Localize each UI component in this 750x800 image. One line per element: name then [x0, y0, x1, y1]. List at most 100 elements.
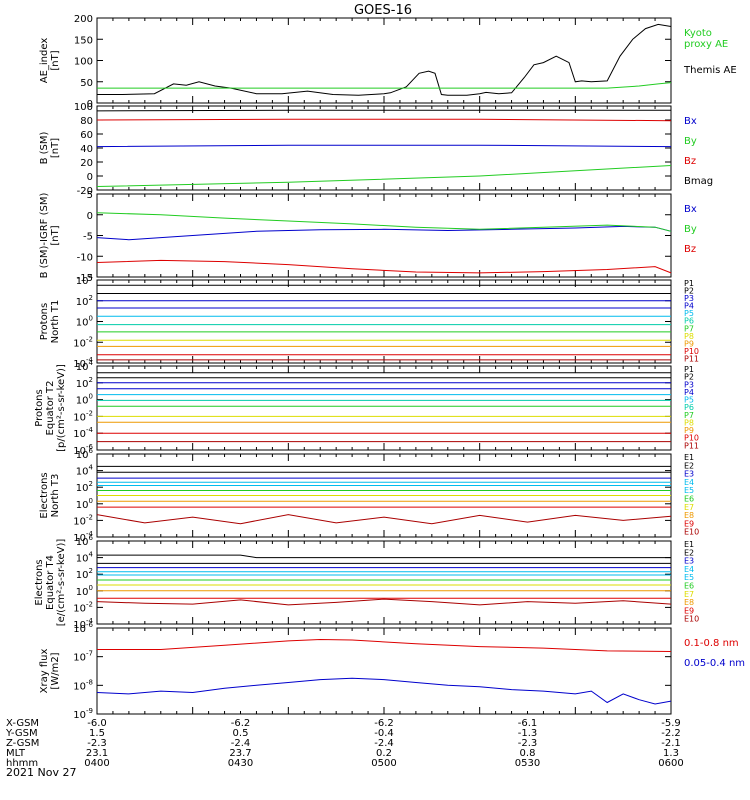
ephemeris-value: -2.1 [661, 738, 681, 749]
series-line-bmag [96, 109, 671, 112]
legend-entry: P8 [684, 332, 694, 341]
y-tick-label: 106 [76, 534, 94, 548]
chart-panel-1: 0 50 100 150 200 AE_index[nT] Themis AE Kyoto pr… [39, 14, 737, 110]
legend-entry: E1 [684, 540, 694, 549]
legend-entry: Kyoto proxy AE [684, 28, 728, 50]
legend-entry: P11 [684, 354, 699, 363]
ephemeris-table: X-GSM -6.0 -6.2 -6.2 -6.1 -5.9 Y-GSM 1.5 0.5 -0.4… [5, 718, 684, 769]
series-line-e10 [96, 598, 672, 606]
legend-entry: P6 [684, 403, 694, 412]
ephemeris-value: -2.2 [661, 728, 681, 739]
y-tick-label: 10-6 [73, 621, 93, 635]
ephemeris-value: 0600 [658, 758, 683, 769]
ephemeris-value: 0.5 [233, 728, 249, 739]
ephemeris-label: MLT [6, 748, 26, 759]
legend-entry: E5 [684, 573, 694, 582]
ephemeris-value: -2.3 [87, 738, 107, 749]
ephemeris-value: 0430 [228, 758, 253, 769]
y-tick-label: 150 [74, 35, 93, 46]
y-tick-label: 104 [76, 273, 94, 287]
legend-entry: Bx [684, 204, 697, 215]
ephemeris-value: 23.1 [86, 748, 108, 759]
legend-entry: E7 [684, 590, 694, 599]
legend-entry: E2 [684, 461, 694, 470]
legend-entry: E10 [684, 615, 699, 624]
y-axis-label: AE_index[nT] [39, 38, 61, 84]
y-tick-label: 100 [76, 393, 93, 407]
y-axis-label: B (SM)[nT] [39, 131, 61, 164]
legend-entry: P4 [684, 302, 694, 311]
series-line-e10 [96, 514, 672, 525]
legend-entry: By [684, 136, 697, 147]
y-tick-label: 0 [87, 99, 93, 110]
legend-entry: Bx [684, 116, 697, 127]
legend-entry: P2 [684, 287, 694, 296]
legend-entry: P3 [684, 380, 694, 389]
y-tick-label: 100 [76, 315, 93, 329]
y-tick-label: 0 [87, 211, 93, 222]
series-line-themis-ae [97, 23, 672, 96]
ephemeris-value: -0.4 [374, 728, 394, 739]
ephemeris-label: X-GSM [6, 718, 39, 729]
legend-entry: P1 [684, 365, 694, 374]
series-line-0-1-0-8-nm [97, 638, 672, 652]
legend-entry: Themis AE [683, 65, 737, 76]
legend-entry: E2 [684, 548, 694, 557]
ephemeris-label: hhmm [6, 758, 38, 769]
panel-frame [96, 365, 672, 451]
legend-entry: E1 [684, 453, 694, 462]
ephemeris-value: -2.4 [374, 738, 394, 749]
series-line-kyoto-proxy-ae [97, 82, 672, 89]
ephemeris-value: 0.8 [520, 748, 536, 759]
series-line-by [96, 165, 672, 187]
y-tick-label: 102 [76, 294, 93, 308]
legend-entry: E8 [684, 511, 694, 520]
legend-entry: P7 [684, 411, 694, 420]
legend-entry: P9 [684, 339, 694, 348]
ephemeris-value: -6.2 [374, 718, 394, 729]
legend-entry: P7 [684, 324, 694, 333]
y-tick-label: 100 [74, 102, 93, 113]
legend-entry: E5 [684, 486, 694, 495]
y-tick-label: 102 [76, 480, 93, 494]
ephemeris-value: -6.1 [518, 718, 538, 729]
ephemeris-label: Y-GSM [5, 728, 38, 739]
ephemeris-value: -5.9 [661, 718, 681, 729]
y-tick-label: -5 [83, 232, 93, 243]
y-tick-label: 0 [87, 172, 93, 183]
y-tick-label: 104 [76, 464, 94, 478]
legend-entry: P3 [684, 294, 694, 303]
y-tick-label: 104 [76, 359, 94, 373]
date-label: 2021 Nov 27 [6, 766, 76, 779]
series-line-by [96, 212, 672, 232]
legend-entry: By [684, 224, 697, 235]
y-tick-label: 10-2 [73, 513, 93, 527]
y-tick-label: -20 [77, 186, 93, 197]
legend-entry: E3 [684, 557, 694, 566]
series-line-bz [96, 259, 672, 274]
ephemeris-value: 1.3 [663, 748, 679, 759]
y-tick-label: 102 [76, 567, 93, 581]
y-tick-label: 10-2 [73, 409, 93, 423]
y-tick-label: 10-2 [73, 335, 93, 349]
legend-entry: 0.1-0.8 nm [684, 638, 739, 649]
legend-entry: E9 [684, 519, 694, 528]
panel-frame [96, 540, 672, 625]
ephemeris-label: Z-GSM [6, 738, 39, 749]
legend-entry: E10 [684, 528, 699, 537]
legend-entry: P5 [684, 309, 694, 318]
ephemeris-value: 23.7 [229, 748, 251, 759]
panel-frame [96, 279, 672, 364]
legend-entry: E9 [684, 606, 694, 615]
y-axis-label: ElectronsNorth T3 [39, 472, 61, 518]
y-tick-label: 100 [76, 497, 93, 511]
legend-entry: E7 [684, 503, 694, 512]
panel-frame [96, 105, 672, 191]
legend-entry: P10 [684, 347, 699, 356]
legend-entry: P9 [684, 426, 694, 435]
y-tick-label: 200 [74, 14, 93, 25]
chart-panel-3: -15 -10 -5 0 5 B (SM)-IGRF (SM)[nT] Bx By Bz [39, 190, 697, 284]
